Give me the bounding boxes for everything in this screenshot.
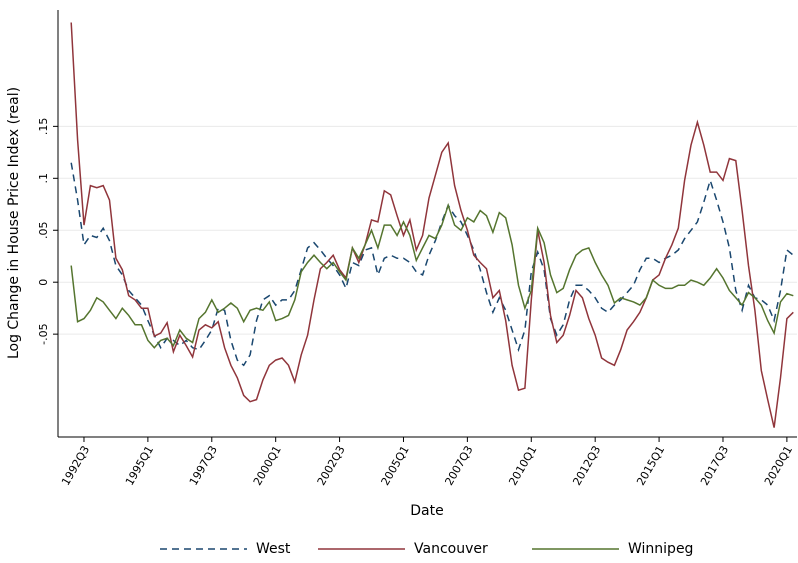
x-tick-label: 2020Q1 — [762, 444, 795, 488]
legend-label: Winnipeg — [628, 541, 693, 557]
x-tick-label: 2010Q1 — [506, 444, 539, 488]
x-tick-label: 2007Q3 — [442, 444, 475, 488]
x-tick-label: 1995Q1 — [123, 444, 156, 488]
y-axis-title: Log Change in House Price Index (real) — [6, 87, 22, 359]
x-axis-title: Date — [410, 503, 443, 519]
x-tick-label: 2000Q1 — [251, 444, 284, 488]
y-tick-label: 0 — [37, 279, 50, 286]
x-tick-label: 1997Q3 — [187, 444, 220, 488]
legend-label: West — [256, 541, 291, 557]
series-line — [70, 22, 794, 428]
y-tick-label: .05 — [37, 222, 50, 240]
x-tick-label: 2012Q3 — [570, 444, 603, 488]
series-line — [70, 162, 794, 367]
x-tick-label: 1992Q3 — [59, 444, 92, 488]
y-tick-label: .15 — [37, 118, 50, 136]
x-tick-label: 2005Q1 — [379, 444, 412, 488]
y-tick-label: -.05 — [37, 323, 50, 344]
series-line — [70, 202, 794, 349]
y-tick-label: .1 — [37, 173, 50, 184]
x-tick-label: 2002Q3 — [315, 444, 348, 488]
x-tick-label: 2017Q3 — [698, 444, 731, 488]
x-tick-label: 2015Q1 — [634, 444, 667, 488]
legend-label: Vancouver — [414, 541, 488, 557]
